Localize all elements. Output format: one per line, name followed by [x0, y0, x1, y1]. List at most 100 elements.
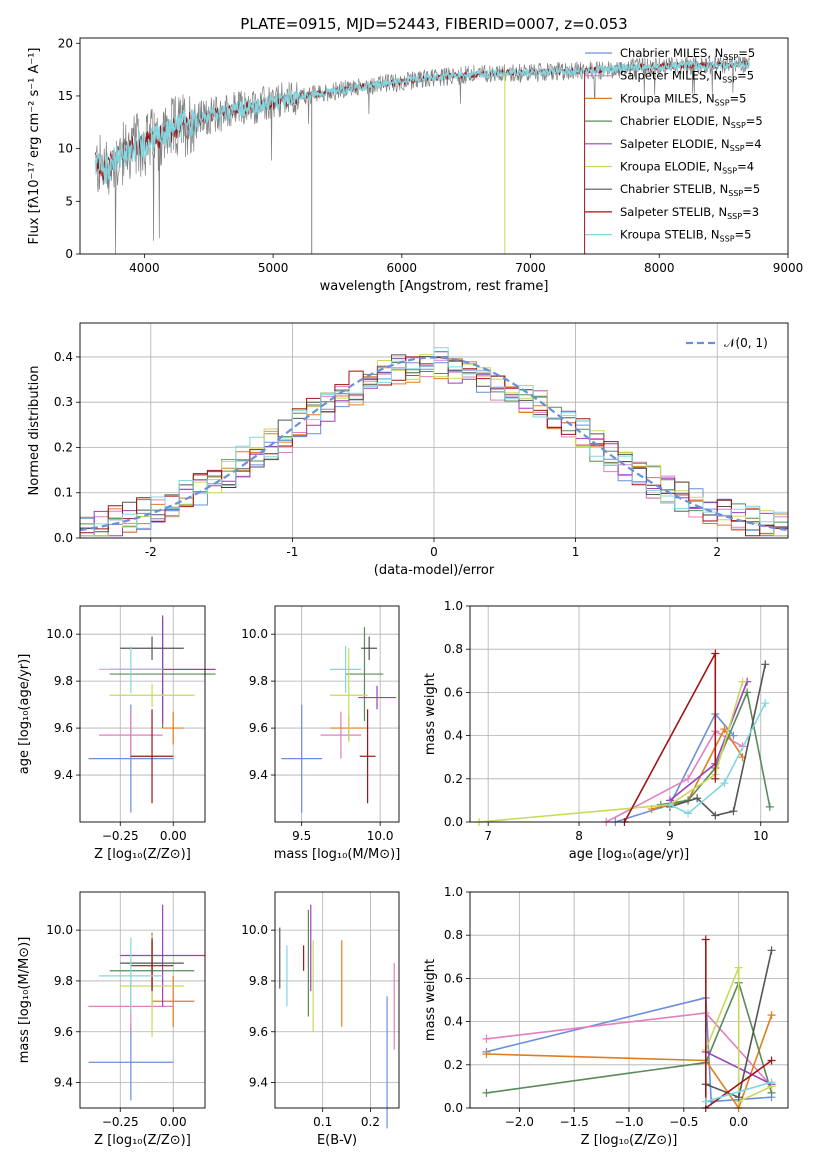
mass-weight-marker — [729, 731, 738, 740]
x-tick-label: 0.00 — [160, 1115, 187, 1129]
legend-entry: Kroupa ELODIE, NSSP=4 — [620, 160, 754, 176]
mass-weight-marker — [767, 1078, 776, 1087]
y-tick-label: 0.2 — [444, 772, 463, 786]
mass-weight-marker — [734, 1093, 743, 1102]
y-tick-label: 9.6 — [54, 721, 73, 735]
y-tick-label: 0.0 — [54, 531, 73, 545]
y-tick-label: 1.0 — [444, 885, 463, 899]
legend-entry: Kroupa STELIB, NSSP=5 — [620, 228, 751, 244]
y-tick-label: 9.8 — [249, 674, 268, 688]
x-tick-label: −0.5 — [669, 1115, 698, 1129]
mass-weight-marker — [711, 649, 720, 658]
x-tick-label: 6000 — [387, 261, 418, 275]
y-tick-label: 0.2 — [444, 1058, 463, 1072]
y-tick-label: 0 — [65, 247, 73, 261]
y-tick-label: 10.0 — [241, 627, 268, 641]
legend-entry: 𝒩(0, 1) — [724, 336, 768, 350]
x-tick-label: 9000 — [773, 261, 804, 275]
mass-vs-ebv-panel: 0.1 0.2 9.4 9.6 9.8 10.0 E(B-V) — [241, 891, 400, 1148]
mass-weight-line-7 — [705, 939, 773, 1108]
y-tick-label: 9.8 — [54, 974, 73, 988]
mass-weight-line-8 — [705, 1081, 772, 1103]
mass-weight-line-0 — [615, 712, 735, 822]
x-tick-label: −1.0 — [614, 1115, 643, 1129]
y-tick-label: 0.4 — [444, 1015, 463, 1029]
x-tick-label: -1 — [286, 545, 298, 559]
mass-weight-marker — [482, 1088, 491, 1097]
mass-weight-marker — [665, 800, 674, 809]
mass-weight-marker — [701, 935, 710, 944]
age-vs-metallicity-panel: −0.25 0.00 9.4 9.6 9.8 10.0 Z [log₁₀(Z/Z⊙)] age… — [17, 605, 216, 862]
y-tick-label: 9.4 — [249, 1076, 268, 1090]
axes-frame — [274, 605, 400, 823]
x-tick-label: 0.00 — [160, 829, 187, 843]
y-tick-label: 10 — [58, 142, 73, 156]
y-tick-label: 9.6 — [249, 1025, 268, 1039]
legend-entry: Kroupa MILES, NSSP=5 — [620, 91, 746, 107]
age-vs-mass-panel: 9.5 10.0 9.4 9.6 9.8 10.0 mass [log₁₀(M/M⊙)] — [241, 605, 400, 862]
x-axis-label: Z [log₁₀(Z/Z⊙)] — [94, 847, 191, 862]
y-axis-label: Normed distribution — [27, 366, 42, 496]
y-tick-label: 5 — [65, 194, 73, 208]
mass-weight-marker — [693, 794, 702, 803]
y-tick-label: 0.0 — [444, 1101, 463, 1115]
x-tick-label: 7000 — [515, 261, 546, 275]
x-axis-label: age [log₁₀(age/yr)] — [569, 847, 690, 862]
axes-frame — [469, 605, 789, 823]
axes-frame — [469, 891, 789, 1109]
axes-frame — [79, 322, 789, 539]
mass-weight-marker — [734, 963, 743, 972]
x-tick-label: 0.1 — [313, 1115, 332, 1129]
massweight-vs-age-panel: 7 8 9 10 0.0 0.2 0.4 0.6 0.8 1.0 age [log₁₀(age/yr… — [423, 599, 789, 862]
y-axis-label: Flux [fλ10⁻¹⁷ erg cm⁻² s⁻¹ A⁻¹] — [27, 48, 42, 245]
x-axis-label: Z [log₁₀(Z/Z⊙)] — [581, 1133, 678, 1148]
mass-weight-marker — [729, 807, 738, 816]
residual-legend: 𝒩(0, 1) — [686, 336, 768, 350]
y-axis-label: mass [log₁₀(M/M⊙)] — [17, 937, 32, 1064]
x-axis-label: E(B-V) — [317, 1133, 357, 1148]
legend-entry: Chabrier STELIB, NSSP=5 — [620, 182, 760, 198]
x-tick-label: 0.0 — [729, 1115, 748, 1129]
y-tick-label: 0.4 — [444, 729, 463, 743]
x-axis-label: Z [log₁₀(Z/Z⊙)] — [94, 1133, 191, 1148]
axes-frame — [79, 891, 206, 1109]
y-tick-label: 0.6 — [444, 685, 463, 699]
axes-frame — [79, 605, 206, 823]
y-tick-label: 0.3 — [54, 395, 73, 409]
y-tick-label: 15 — [58, 89, 73, 103]
x-tick-label: 5000 — [258, 261, 289, 275]
y-tick-label: 10.0 — [46, 923, 73, 937]
axes-frame — [79, 37, 789, 255]
mass-weight-line-1 — [605, 730, 743, 822]
y-tick-label: 20 — [58, 36, 73, 50]
x-tick-label: 2 — [713, 545, 721, 559]
x-tick-label: 8 — [575, 829, 583, 843]
axes-frame — [274, 891, 400, 1109]
mass-weight-line-5 — [705, 967, 772, 1103]
x-tick-label: 0.2 — [361, 1115, 380, 1129]
figure-title: PLATE=0915, MJD=52443, FIBERID=0007, z=0… — [240, 15, 627, 33]
y-tick-label: 10.0 — [241, 923, 268, 937]
x-tick-label: −0.25 — [102, 829, 139, 843]
observed-spectrum — [95, 55, 750, 255]
y-tick-label: 9.6 — [54, 1025, 73, 1039]
y-axis-label: mass weight — [423, 673, 438, 755]
x-tick-label: 7 — [484, 829, 492, 843]
mass-weight-line-5 — [479, 681, 744, 822]
y-tick-label: 1.0 — [444, 599, 463, 613]
mass-weight-marker — [767, 946, 776, 955]
y-tick-label: 9.8 — [249, 974, 268, 988]
y-tick-label: 9.4 — [54, 1076, 73, 1090]
y-tick-label: 0.8 — [444, 642, 463, 656]
mass-weight-marker — [761, 660, 770, 669]
y-tick-label: 9.6 — [249, 721, 268, 735]
y-tick-label: 10.0 — [46, 627, 73, 641]
legend-entry: Chabrier ELODIE, NSSP=5 — [620, 114, 763, 130]
mass-weight-line-3 — [486, 980, 773, 1094]
mass-weight-marker — [711, 811, 720, 820]
x-tick-label: 10 — [753, 829, 768, 843]
mass-weight-marker — [684, 809, 693, 818]
residuals-panel: -2 -1 0 1 2 0.0 0.1 0.2 0.3 0.4 (data-model)/error… — [27, 322, 789, 578]
legend-entry: Salpeter MILES, NSSP=5 — [620, 69, 754, 85]
